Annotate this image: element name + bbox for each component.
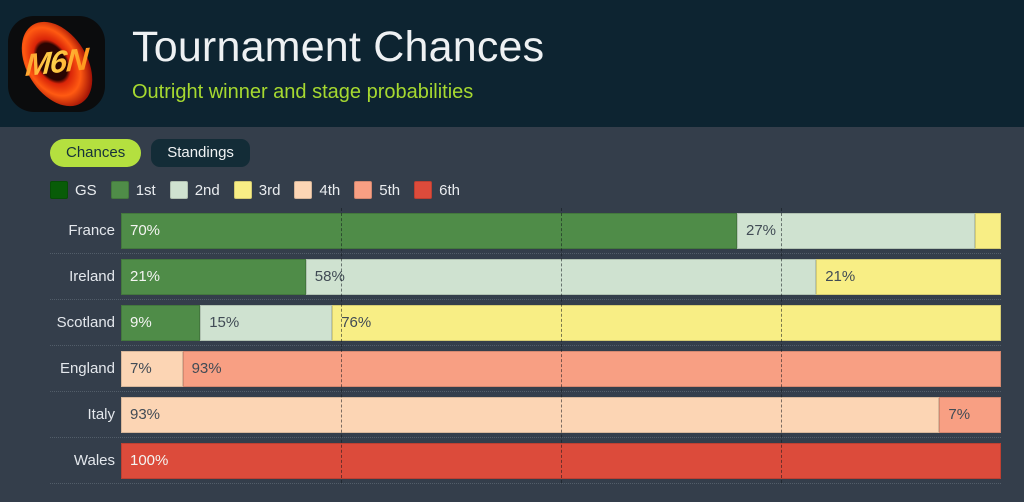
tournament-chances-chart: France 70% 27% Ireland 21% 58% 21% Scotland 9% 15… <box>50 208 1001 484</box>
legend-item-2nd[interactable]: 2nd <box>169 181 220 199</box>
chart-legend: GS 1st 2nd 3rd 4th 5th 6th <box>50 181 1001 199</box>
tab-chances[interactable]: Chances <box>50 139 142 167</box>
tab-standings[interactable]: Standings <box>151 139 250 167</box>
team-label: Scotland <box>56 314 115 331</box>
legend-label: 1st <box>135 181 156 199</box>
legend-label: GS <box>75 181 97 199</box>
bar-segment-italy-4th[interactable]: 93% <box>121 396 940 433</box>
chart-row-scotland: Scotland 9% 15% 76% <box>50 300 1001 346</box>
legend-label: 3rd <box>258 181 281 199</box>
legend-item-gs[interactable]: GS <box>50 181 97 199</box>
header-text: Tournament Chances Outright winner and s… <box>132 23 544 103</box>
bar-segment-england-4th[interactable]: 7% <box>121 350 183 387</box>
chart-row-wales: Wales 100% <box>50 438 1001 484</box>
m6n-logo[interactable]: M6N <box>8 15 105 112</box>
bar-track: 21% 58% 21% <box>121 258 1001 295</box>
legend-label: 4th <box>319 181 341 199</box>
chart-row-france: France 70% 27% <box>50 208 1001 254</box>
bar-track: 9% 15% 76% <box>121 304 1001 341</box>
legend-label: 5th <box>379 181 401 199</box>
bar-segment-ireland-1st[interactable]: 21% <box>121 258 306 295</box>
legend-swatch-6th <box>414 181 433 199</box>
bar-segment-scotland-2nd[interactable]: 15% <box>200 304 333 341</box>
bar-segment-france-1st[interactable]: 70% <box>121 212 737 249</box>
legend-label: 6th <box>439 181 460 199</box>
main-content: Chances Standings GS 1st 2nd 3rd 4th 5th 6th F… <box>0 139 1024 484</box>
bar-track: 93% 7% <box>121 396 1001 433</box>
team-label: Italy <box>87 406 115 423</box>
bar-segment-ireland-3rd[interactable]: 21% <box>816 258 1001 295</box>
legend-swatch-5th <box>354 181 373 199</box>
legend-item-1st[interactable]: 1st <box>110 181 156 199</box>
legend-item-6th[interactable]: 6th <box>414 181 460 199</box>
chart-row-ireland: Ireland 21% 58% 21% <box>50 254 1001 300</box>
bar-segment-france-2nd[interactable]: 27% <box>737 212 975 249</box>
chart-row-england: England 7% 93% <box>50 346 1001 392</box>
chart-row-italy: Italy 93% 7% <box>50 392 1001 438</box>
legend-swatch-4th <box>294 181 313 199</box>
legend-swatch-1st <box>110 181 129 199</box>
view-tabs: Chances Standings <box>50 139 1001 167</box>
team-label: England <box>59 360 115 377</box>
team-label: Wales <box>73 452 115 469</box>
bar-segment-wales-6th[interactable]: 100% <box>121 442 1001 479</box>
legend-item-5th[interactable]: 5th <box>354 181 400 199</box>
legend-swatch-gs <box>50 181 68 199</box>
bar-segment-scotland-3rd[interactable]: 76% <box>332 304 1001 341</box>
legend-label: 2nd <box>194 181 220 199</box>
legend-swatch-2nd <box>169 181 188 199</box>
legend-swatch-3rd <box>233 181 252 199</box>
bar-segment-ireland-2nd[interactable]: 58% <box>305 258 817 295</box>
bar-segment-england-5th[interactable]: 93% <box>182 350 1001 387</box>
bar-track: 100% <box>121 442 1001 479</box>
legend-item-3rd[interactable]: 3rd <box>233 181 281 199</box>
bar-segment-italy-5th[interactable]: 7% <box>939 396 1001 433</box>
bar-segment-france-3rd[interactable] <box>974 212 1001 249</box>
bar-track: 7% 93% <box>121 350 1001 387</box>
team-label: Ireland <box>69 268 115 285</box>
page-subtitle: Outright winner and stage probabilities <box>132 80 474 103</box>
page-title: Tournament Chances <box>132 23 545 72</box>
legend-item-4th[interactable]: 4th <box>294 181 340 199</box>
bar-segment-scotland-1st[interactable]: 9% <box>121 304 201 341</box>
team-label: France <box>68 222 115 239</box>
bar-track: 70% 27% <box>121 212 1001 249</box>
app-header: M6N Tournament Chances Outright winner a… <box>0 0 1024 127</box>
